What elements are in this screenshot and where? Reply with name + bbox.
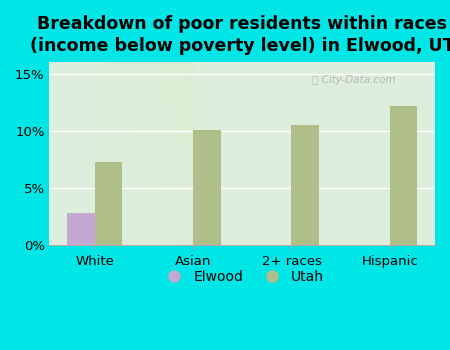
Bar [67,214,94,245]
Legend: Elwood, Utah: Elwood, Utah [155,265,329,290]
Bar [94,162,122,245]
Text: Ⓠ City-Data.com: Ⓠ City-Data.com [312,75,395,85]
Bar [390,106,418,245]
Bar [292,125,319,245]
Title: Breakdown of poor residents within races
(income below poverty level) in Elwood,: Breakdown of poor residents within races… [30,15,450,55]
Bar [193,130,220,245]
